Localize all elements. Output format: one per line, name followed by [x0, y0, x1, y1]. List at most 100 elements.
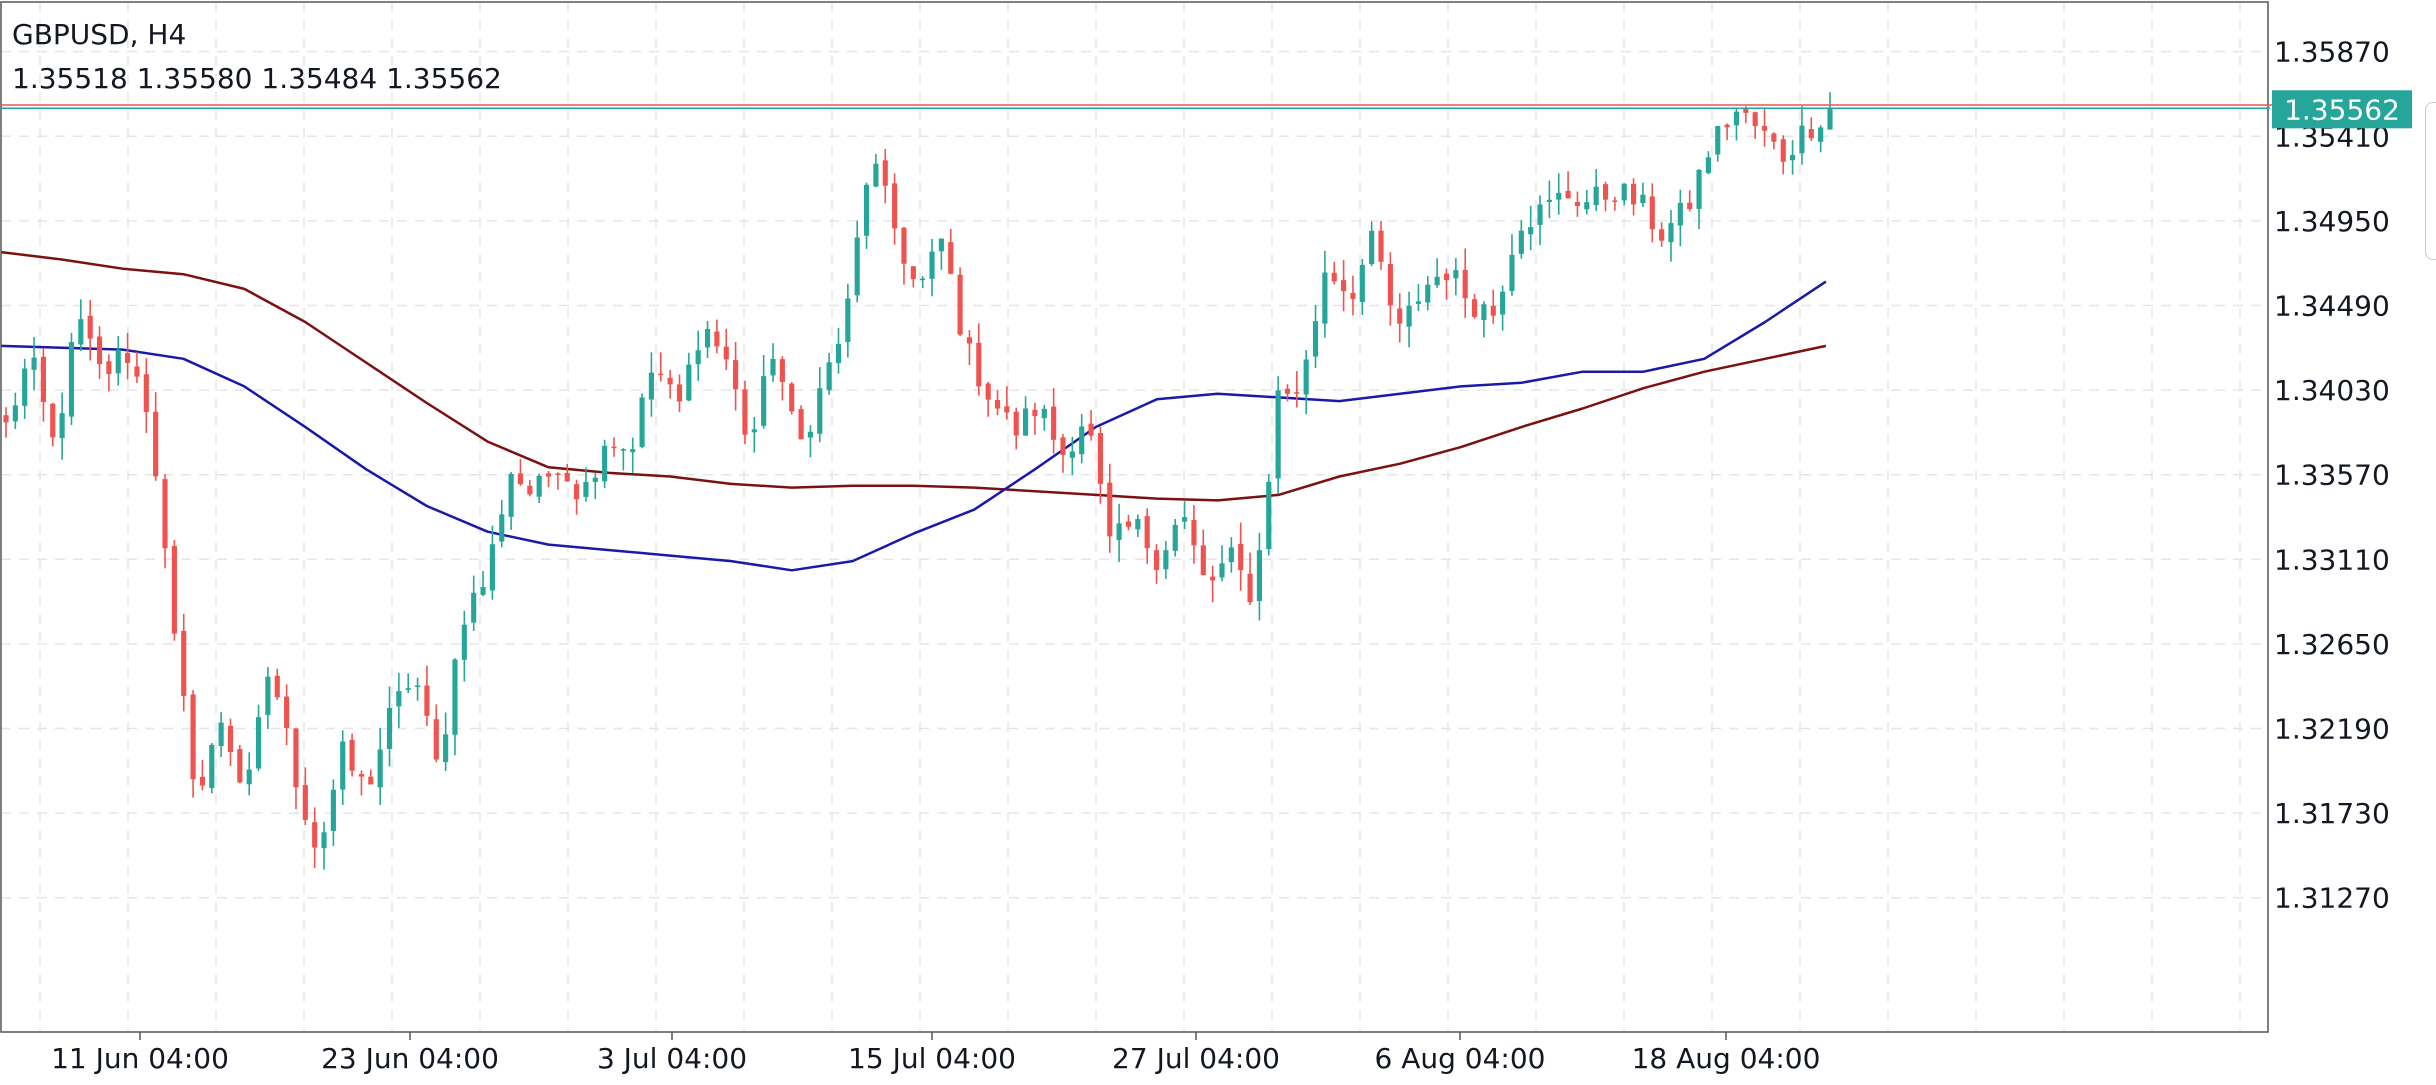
candle [648, 352, 654, 417]
candle [125, 332, 131, 380]
candle [396, 672, 402, 729]
candle [1350, 275, 1356, 316]
y-tick-label: 1.35870 [2274, 36, 2390, 69]
candle-body [40, 356, 46, 403]
x-tick-label: 11 Jun 04:00 [51, 1042, 229, 1075]
candle-body [976, 342, 982, 387]
candle [1322, 250, 1328, 338]
candle-body [1471, 299, 1478, 317]
candle-body [284, 696, 290, 729]
candle [1453, 258, 1459, 296]
candle [686, 352, 692, 402]
candle-body [1369, 230, 1375, 265]
candle-body [321, 832, 327, 849]
candle [1630, 178, 1637, 216]
candle [761, 354, 767, 429]
candle [1677, 189, 1683, 247]
candle-body [386, 708, 393, 749]
candle [1387, 252, 1393, 326]
y-tick-label: 1.34950 [2274, 205, 2390, 238]
candle-body [676, 384, 683, 402]
candle-body [770, 358, 776, 376]
candle [1107, 463, 1113, 553]
candle-body [658, 373, 664, 376]
candle [555, 472, 561, 490]
candle-body [1079, 426, 1085, 455]
candle-body [817, 388, 823, 434]
candle-body [1453, 270, 1459, 279]
candle [1275, 376, 1281, 495]
candle [190, 690, 196, 798]
candle-body [1415, 301, 1422, 304]
candle [368, 769, 374, 785]
candle [1818, 125, 1824, 153]
candle-body [1406, 305, 1412, 327]
candle-body [704, 328, 711, 348]
price-axis[interactable]: 1.358701.354101.349501.344901.340301.335… [2274, 36, 2390, 915]
candle [1312, 304, 1319, 369]
candle-body [499, 514, 505, 542]
x-tick-label: 18 Aug 04:00 [1632, 1042, 1821, 1075]
candle-body [246, 769, 252, 785]
candle [1116, 503, 1122, 562]
candle-body [1135, 519, 1141, 530]
candle-body [1743, 108, 1749, 113]
candle [929, 238, 935, 297]
candle-body [1481, 304, 1487, 320]
candle-body [1322, 272, 1328, 324]
candle-body [1537, 204, 1543, 225]
candle-body [115, 349, 121, 374]
current-price-label: 1.35562 [2284, 93, 2400, 126]
candle-body [517, 473, 524, 485]
candle-body [723, 346, 729, 360]
candle-body [125, 352, 131, 363]
candle [1331, 261, 1337, 285]
candle [1584, 190, 1590, 215]
candle [751, 416, 757, 453]
candle [1518, 220, 1524, 259]
candle [845, 283, 851, 358]
candle-body [31, 357, 37, 370]
candle-body [68, 342, 75, 417]
candle [770, 343, 776, 382]
candle [611, 437, 617, 457]
candle [162, 474, 168, 569]
candle-body [1621, 183, 1627, 201]
candle [1415, 284, 1422, 311]
candle [826, 352, 832, 395]
candle-body [1790, 155, 1796, 161]
candle [583, 467, 589, 502]
candle-body [1715, 126, 1721, 155]
time-axis[interactable]: 11 Jun 04:00 23 Jun 04:00 3 Jul 04:00 15 Ju… [51, 1032, 1820, 1075]
candle-body [1771, 133, 1777, 142]
candle-body [433, 719, 439, 760]
candle [1256, 532, 1262, 621]
candle-body [873, 163, 879, 187]
candle-body [1378, 230, 1384, 262]
candle-body [1799, 125, 1805, 154]
candle-body [143, 374, 149, 412]
candle [1153, 544, 1160, 584]
candle-body [1341, 280, 1347, 292]
candle [1125, 514, 1132, 531]
candles [3, 92, 1833, 870]
candle [1537, 195, 1543, 246]
candle [199, 759, 206, 791]
candle-body [742, 389, 748, 435]
candle-body [1397, 308, 1403, 324]
candle [143, 358, 149, 433]
candle [910, 266, 916, 288]
candle [358, 770, 365, 796]
candle [1191, 504, 1197, 564]
candle [807, 425, 814, 458]
candle [405, 673, 411, 693]
candle-body [1144, 516, 1150, 549]
candle [1724, 123, 1730, 141]
candle-body [1228, 547, 1234, 563]
candle-body [1733, 111, 1740, 126]
candle-body [1210, 576, 1216, 581]
candle-body [1565, 190, 1571, 199]
side-panel-handle[interactable] [2425, 102, 2436, 260]
